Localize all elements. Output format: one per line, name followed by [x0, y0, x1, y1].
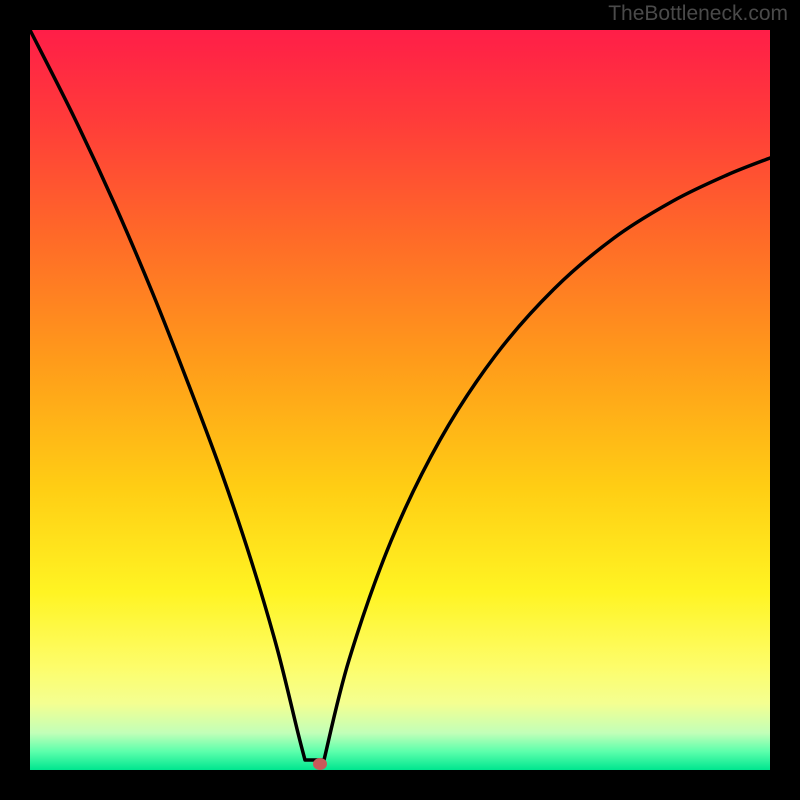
- optimum-marker-dot: [313, 758, 327, 770]
- bottleneck-chart: [0, 0, 800, 800]
- chart-background-gradient: [30, 30, 770, 770]
- watermark-label: TheBottleneck.com: [608, 2, 788, 26]
